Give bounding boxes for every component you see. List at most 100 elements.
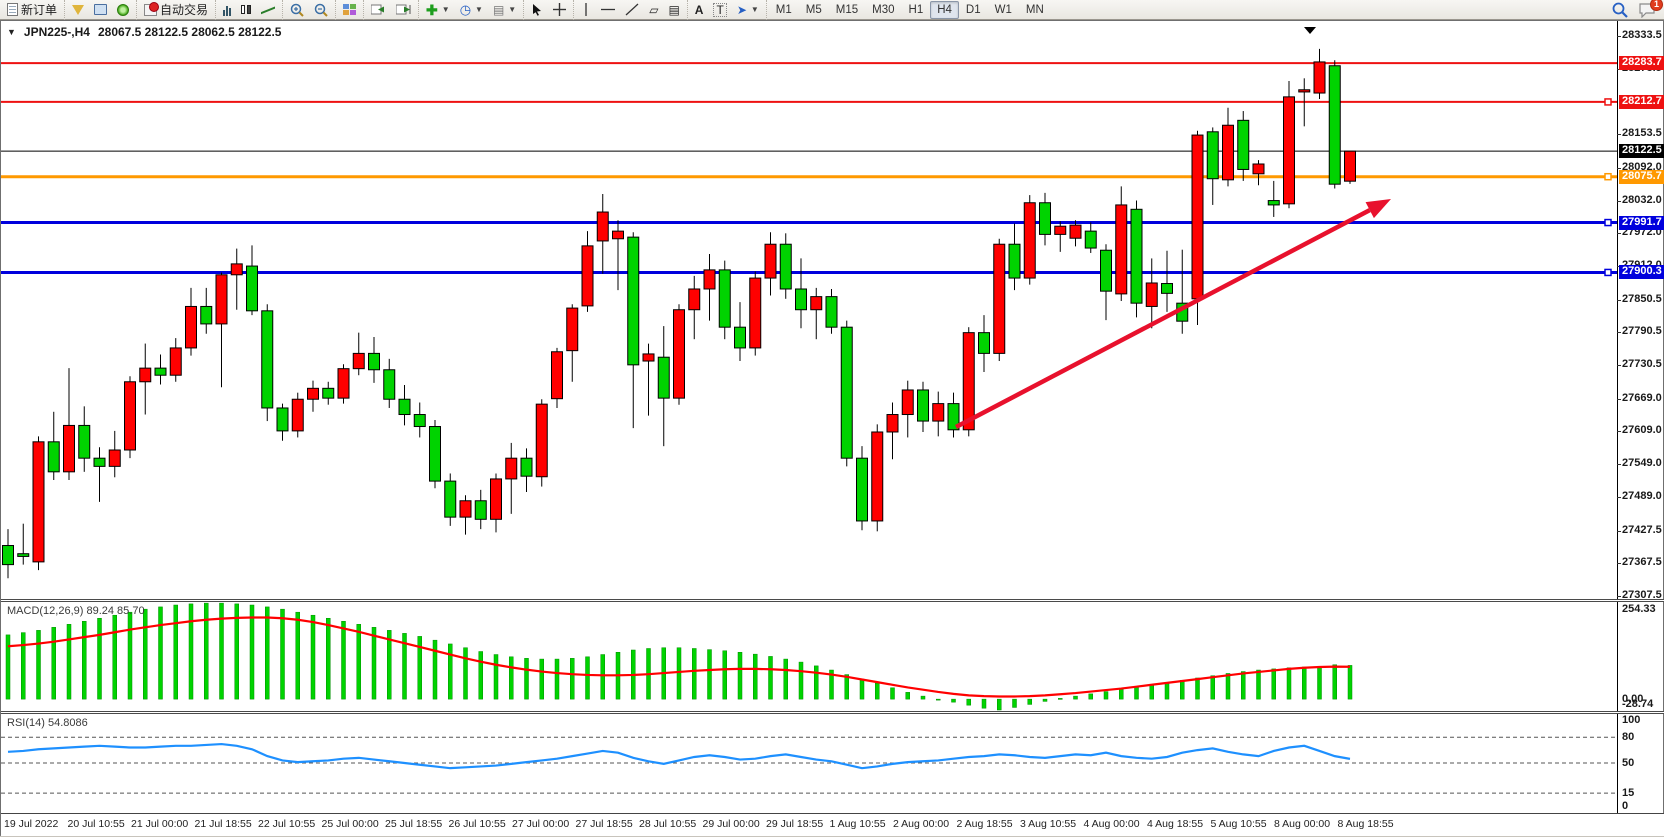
zoom-in-button[interactable] — [285, 1, 309, 19]
timeframe-button-h4[interactable]: H4 — [930, 0, 959, 19]
date-tick-label: 25 Jul 00:00 — [321, 818, 379, 830]
price-tick — [1617, 365, 1621, 367]
rsi-axis-label: 15 — [1622, 787, 1635, 800]
macd-canvas[interactable] — [1, 602, 1664, 711]
line-chart-icon — [261, 5, 275, 15]
search-button[interactable] — [1612, 2, 1628, 18]
price-tick — [1617, 530, 1621, 532]
fibonacci-button[interactable]: ▤ — [663, 1, 684, 19]
price-tick — [1617, 496, 1621, 498]
arrows-icon: ➤ — [736, 2, 747, 17]
macd-panel[interactable]: MACD(12,26,9) 89.24 85.70 — [1, 602, 1664, 711]
channel-icon: ▱ — [649, 2, 659, 17]
date-tick-label: 8 Aug 18:55 — [1337, 818, 1394, 830]
timeframe-button-d1[interactable]: D1 — [965, 3, 981, 16]
price-chart-panel[interactable]: ▼ JPN225-,H4 28067.5 28122.5 28062.5 281… — [1, 21, 1664, 601]
tile-windows-icon — [343, 4, 357, 15]
templates-button[interactable]: ▤ ▼ — [488, 1, 521, 19]
price-tick — [1617, 233, 1621, 235]
profile-button[interactable] — [67, 1, 89, 19]
date-tick-label: 21 Jul 00:00 — [131, 818, 189, 830]
text-tool-button[interactable]: A — [690, 1, 709, 19]
crosshair-button[interactable] — [548, 1, 571, 19]
timeframe-button-m5[interactable]: M5 — [805, 3, 822, 16]
candlestick-icon — [241, 3, 252, 16]
autotrading-label: 自动交易 — [160, 3, 209, 17]
timeframe-button-mn[interactable]: MN — [1025, 3, 1044, 16]
signals-button[interactable] — [112, 1, 134, 19]
text-icon: A — [694, 2, 704, 17]
funnel-icon — [72, 4, 85, 15]
panel-divider[interactable] — [1, 599, 1664, 602]
price-chart-canvas[interactable] — [1, 21, 1664, 599]
auto-scroll-button[interactable] — [366, 1, 391, 19]
periods-button[interactable]: ◷ ▼ — [455, 1, 488, 19]
add-indicator-button[interactable]: ✚ ▼ — [421, 1, 455, 19]
date-tick-label: 29 Jul 00:00 — [702, 818, 760, 830]
autotrading-button[interactable]: 自动交易 — [139, 1, 213, 19]
arrows-tool-button[interactable]: ➤ ▼ — [732, 1, 764, 19]
price-tick-label: 27427.5 — [1622, 523, 1662, 536]
zoom-in-icon — [290, 3, 304, 17]
trendline-button[interactable] — [620, 1, 644, 19]
equidistant-channel-button[interactable]: ▱ — [644, 1, 663, 19]
timeframe-button-m1[interactable]: M1 — [775, 3, 792, 16]
chart-title: ▼ JPN225-,H4 28067.5 28122.5 28062.5 281… — [7, 25, 281, 39]
vertical-line-icon — [585, 3, 587, 16]
date-tick-label: 2 Aug 00:00 — [893, 818, 950, 830]
chat-button[interactable]: 1 — [1638, 0, 1663, 18]
rsi-panel[interactable]: RSI(14) 54.8086 — [1, 714, 1664, 813]
new-order-icon — [7, 3, 18, 16]
new-order-button[interactable]: 新订单 — [2, 1, 62, 19]
tile-windows-button[interactable] — [338, 1, 361, 19]
timeframe-group: M1 M5 M15 M30 H1 H4 D1 W1 MN — [765, 0, 1053, 20]
price-tick-label: 28032.0 — [1622, 193, 1662, 206]
date-tick-label: 5 Aug 10:55 — [1210, 818, 1267, 830]
clock-icon: ◷ — [459, 2, 472, 17]
line-chart-button[interactable] — [256, 1, 280, 19]
date-tick-label: 2 Aug 18:55 — [956, 818, 1013, 830]
rsi-axis-label: 80 — [1622, 731, 1635, 744]
label-tool-button[interactable]: T — [708, 1, 731, 19]
chart-shift-button[interactable] — [391, 1, 416, 19]
timeframe-button-m15[interactable]: M15 — [835, 3, 859, 16]
chart-window: ▼ JPN225-,H4 28067.5 28122.5 28062.5 281… — [0, 20, 1664, 836]
price-tick-label: 27489.0 — [1622, 489, 1662, 502]
chat-badge: 1 — [1650, 0, 1663, 11]
main-toolbar: 新订单 自动交易 — [0, 0, 1664, 20]
horizontal-line-button[interactable] — [596, 1, 620, 19]
price-tick-label: 28333.5 — [1622, 29, 1662, 41]
timeframe-button-w1[interactable]: W1 — [994, 3, 1012, 16]
date-tick-label: 27 Jul 18:55 — [575, 818, 633, 830]
zoom-out-button[interactable] — [309, 1, 333, 19]
horizontal-line-icon — [601, 8, 616, 11]
price-tick-label: 27730.5 — [1622, 358, 1662, 371]
candlestick-chart-button[interactable] — [236, 1, 256, 19]
trendline-icon — [625, 3, 639, 16]
rsi-label: RSI(14) 54.8086 — [7, 717, 88, 729]
price-tick-label: 27367.5 — [1622, 556, 1662, 569]
symbol-dropdown-icon[interactable]: ▼ — [7, 27, 16, 37]
price-level-badge: 28075.7 — [1619, 169, 1664, 184]
timeframe-button-m30[interactable]: M30 — [872, 3, 895, 16]
price-tick-label: 27609.0 — [1622, 424, 1662, 437]
market-watch-button[interactable] — [89, 1, 112, 19]
price-tick — [1617, 464, 1621, 466]
price-tick — [1617, 398, 1621, 400]
bar-chart-button[interactable] — [218, 1, 236, 19]
template-icon: ▤ — [492, 2, 505, 17]
caret-down-icon: ▼ — [441, 5, 450, 14]
cursor-button[interactable] — [526, 1, 548, 19]
timeframe-button-h1[interactable]: H1 — [908, 3, 924, 16]
price-tick-label: 27790.5 — [1622, 325, 1662, 338]
panel-divider[interactable] — [1, 711, 1664, 714]
date-tick-label: 26 Jul 10:55 — [448, 818, 506, 830]
price-tick — [1617, 299, 1621, 301]
macd-axis-label: 0.00 — [1622, 693, 1644, 706]
price-level-badge: 27991.7 — [1619, 215, 1664, 230]
rsi-canvas[interactable] — [1, 714, 1664, 813]
price-tick-label: 27549.0 — [1622, 457, 1662, 470]
date-tick-label: 25 Jul 18:55 — [385, 818, 443, 830]
vertical-line-button[interactable] — [576, 1, 596, 19]
date-axis: 19 Jul 2022 20 Jul 10:55 21 Jul 00:00 21 Ju… — [1, 813, 1664, 836]
